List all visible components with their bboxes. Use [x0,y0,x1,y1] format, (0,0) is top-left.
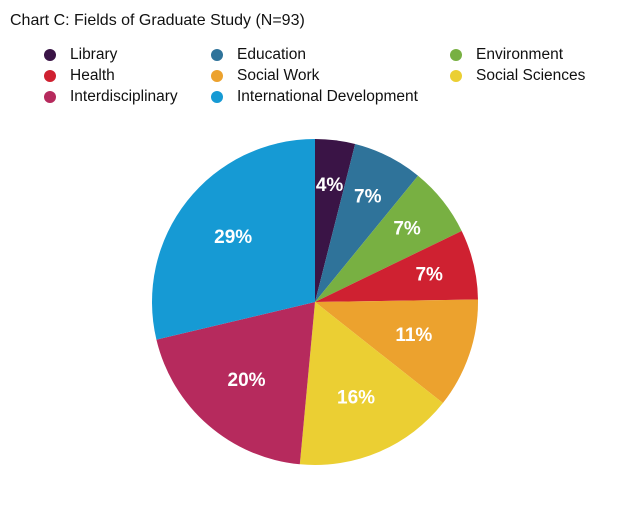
pie-slice-social-sciences [299,302,443,465]
pie-slice-education [315,144,419,302]
slice-label-library: 4% [316,175,344,196]
slice-label-education: 7% [354,187,382,208]
legend-item-education: Education [211,46,306,64]
pie-slice-environment [315,175,462,302]
legend-item-social-work: Social Work [211,67,319,85]
slice-label-social-sciences: 16% [337,387,375,408]
slice-label-interdisciplinary: 20% [228,370,266,391]
chart-title: Chart C: Fields of Graduate Study (N=93) [10,12,305,29]
legend-item-international-development: International Development [211,88,418,106]
legend-swatch-environment [450,49,462,61]
pie-slice-social-work [315,299,479,404]
legend-label-library: Library [70,46,118,63]
legend-swatch-health [44,70,56,82]
legend-swatch-interdisciplinary [44,91,56,103]
legend-label-social-work: Social Work [237,67,320,84]
legend-item-interdisciplinary: Interdisciplinary [44,88,178,106]
legend-label-environment: Environment [476,46,564,63]
legend-label-health: Health [70,67,115,84]
legend-label-international-development: International Development [237,88,418,105]
legend-swatch-education [211,49,223,61]
legend-item-library: Library [44,46,117,64]
slice-label-social-work: 11% [395,325,432,346]
legend-swatch-international-development [211,91,223,103]
legend-label-education: Education [237,46,306,63]
pie-slice-library [315,139,356,302]
legend-label-social-sciences: Social Sciences [476,67,586,84]
pie-slice-international-development [151,139,315,340]
legend-item-health: Health [44,67,115,85]
legend-swatch-social-sciences [450,70,462,82]
slice-label-international-development: 29% [214,227,252,248]
legend-item-environment: Environment [450,46,563,64]
pie-slice-interdisciplinary [156,302,315,465]
slice-label-health: 7% [415,264,443,285]
pie-slice-health [315,230,478,302]
slice-label-environment: 7% [393,219,421,240]
legend-item-social-sciences: Social Sciences [450,67,585,85]
legend-label-interdisciplinary: Interdisciplinary [70,88,178,105]
legend: Library Education Environment Health Soc… [44,46,634,112]
legend-swatch-library [44,49,56,61]
legend-swatch-social-work [211,70,223,82]
